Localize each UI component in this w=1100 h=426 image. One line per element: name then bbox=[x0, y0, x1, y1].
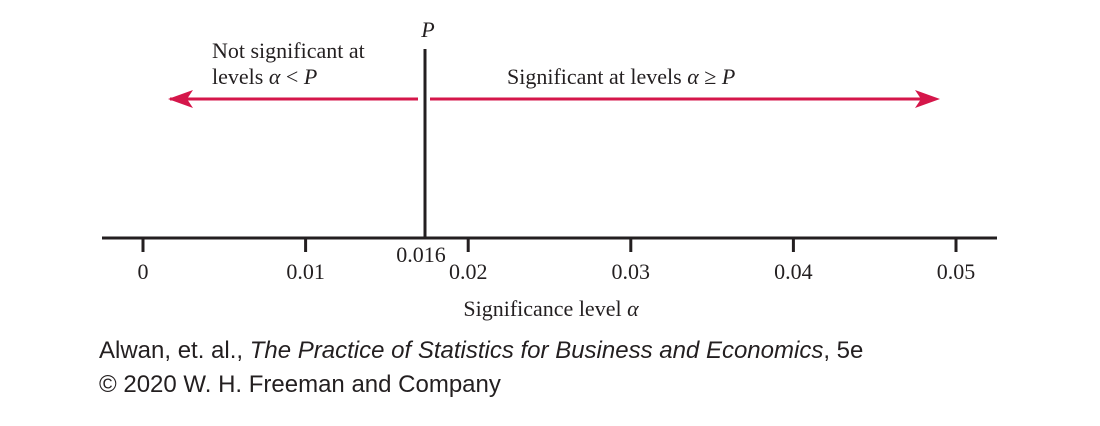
axis-tick-label: 0 bbox=[138, 259, 149, 284]
axis-title-alpha: α bbox=[627, 296, 639, 321]
not-significant-arrowhead bbox=[168, 90, 193, 108]
p-label: P bbox=[420, 17, 434, 42]
axis-tick-label: 0.03 bbox=[612, 259, 651, 284]
less-than-relation: < bbox=[280, 64, 303, 89]
p-symbol: P bbox=[303, 64, 317, 89]
credit-book-title: The Practice of Statistics for Business … bbox=[249, 337, 824, 364]
p-symbol: P bbox=[721, 64, 735, 89]
not-significant-levels-text: levels bbox=[212, 64, 269, 89]
axis-tick-label: 0.04 bbox=[774, 259, 813, 284]
axis-title: Significance level α bbox=[463, 296, 639, 321]
axis-title-text: Significance level bbox=[463, 296, 627, 321]
axis-tick-label: 0.01 bbox=[286, 259, 325, 284]
greater-equal-relation: ≥ bbox=[699, 64, 722, 89]
credit-copyright: © 2020 W. H. Freeman and Company bbox=[99, 371, 501, 398]
credit-authors: Alwan, et. al., bbox=[99, 337, 250, 364]
alpha-symbol: α bbox=[687, 64, 699, 89]
not-significant-line-2: levels α < P bbox=[212, 64, 317, 89]
credit-edition: , 5e bbox=[823, 337, 864, 364]
credit-citation: Alwan, et. al., The Practice of Statisti… bbox=[99, 337, 863, 365]
significant-arrowhead bbox=[915, 90, 940, 108]
not-significant-line-1: Not significant at bbox=[212, 38, 365, 63]
significant-label: Significant at levels α ≥ P bbox=[507, 64, 735, 89]
alpha-symbol: α bbox=[269, 64, 281, 89]
axis-tick-label: 0.05 bbox=[937, 259, 976, 284]
significant-levels-text: Significant at levels bbox=[507, 64, 687, 89]
axis-tick-label: 0.02 bbox=[449, 259, 488, 284]
axis-tick-labels: 0 0.01 0.02 0.03 0.04 0.05 bbox=[138, 259, 976, 284]
axis-ticks bbox=[141, 238, 958, 252]
p-value-label: 0.016 bbox=[396, 242, 446, 267]
